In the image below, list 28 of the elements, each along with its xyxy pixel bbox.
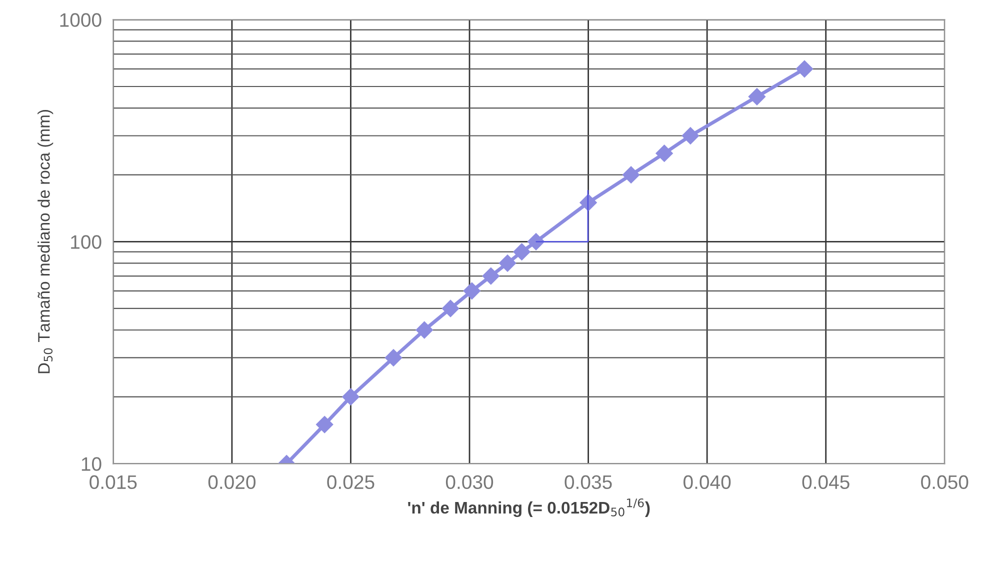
point <box>527 233 545 250</box>
x-tick-label: 0.035 <box>564 475 612 490</box>
x-axis-title: 'n' de Manning (= 0.0152D$_{50}$$^{1/6}$) <box>408 498 650 518</box>
x-tick-label: 0.050 <box>921 475 968 490</box>
point <box>384 349 402 366</box>
x-tick-label: 0.040 <box>684 475 731 490</box>
point <box>482 267 500 285</box>
point <box>513 243 530 260</box>
y-tick-label: 10 <box>82 457 102 471</box>
point <box>342 388 360 406</box>
point <box>498 254 516 272</box>
point <box>748 88 766 106</box>
point <box>796 60 814 78</box>
x-tick-label: 0.025 <box>327 475 374 490</box>
y-tick-label: 100 <box>71 235 102 249</box>
x-tick-label: 0.015 <box>90 475 137 490</box>
y-tick-label: 1000 <box>60 13 102 27</box>
point <box>656 144 673 162</box>
point <box>622 166 640 184</box>
point <box>416 321 433 339</box>
point <box>463 282 480 300</box>
point <box>682 127 699 144</box>
point <box>442 300 460 318</box>
x-tick-label: 0.020 <box>208 475 256 490</box>
x-tick-label: 0.045 <box>802 475 850 490</box>
y-axis-title: D$_{50}$ Tamaño mediano de roca (mm) <box>38 110 54 374</box>
x-tick-label: 0.030 <box>446 475 494 490</box>
point <box>316 416 334 434</box>
